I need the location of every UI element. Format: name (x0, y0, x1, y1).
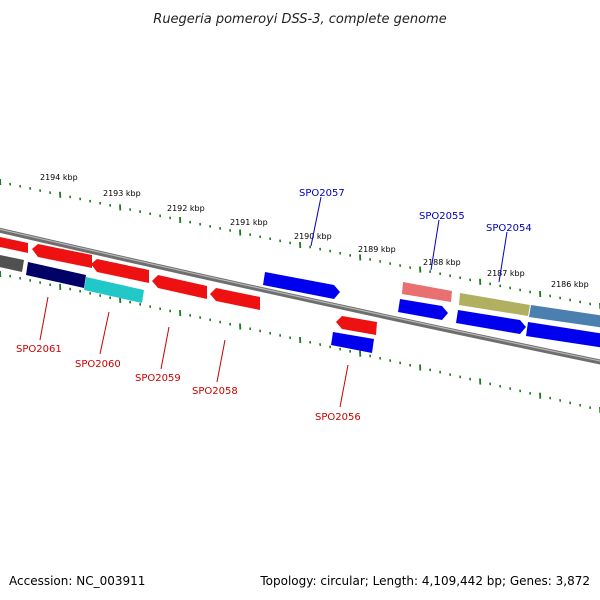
gene-spo2060[interactable]: SPO2060 (75, 277, 144, 370)
scale-label: 2187 kbp (487, 269, 525, 278)
genome-backbone-highlight (0, 228, 600, 362)
gene-feature[interactable] (0, 236, 28, 253)
gene-spo2061[interactable]: SPO2061 (16, 262, 86, 355)
outer-scale-ticks (0, 178, 600, 310)
gene-feature[interactable] (402, 282, 452, 302)
gene-feature[interactable] (91, 259, 149, 283)
scale-label: 2194 kbp (40, 173, 78, 182)
gene-feature[interactable] (0, 254, 24, 272)
scale-label: 2186 kbp (551, 280, 589, 289)
scale-label: 2191 kbp (230, 218, 268, 227)
scale-label: 2188 kbp (423, 258, 461, 267)
gene-label-spo2057: SPO2057 (299, 188, 345, 199)
topology-text: Topology: circular; Length: 4,109,442 bp… (260, 574, 590, 588)
gene-feature[interactable] (529, 305, 600, 328)
gene-spo2054[interactable]: SPO2054 (456, 223, 532, 334)
genome-backbone (0, 227, 600, 365)
map-title: Ruegeria pomeroyi DSS-3, complete genome (153, 12, 446, 27)
scale-label: 2189 kbp (358, 245, 396, 254)
gene-label-spo2056: SPO2056 (315, 412, 361, 423)
inner-scale-ticks (0, 270, 600, 414)
gene-feature[interactable] (459, 293, 530, 316)
scale-label: 2192 kbp (167, 204, 205, 213)
gene-spo2056[interactable]: SPO2056 (315, 316, 377, 423)
accession-text: Accession: NC_003911 (9, 574, 146, 588)
gene-label-spo2061: SPO2061 (16, 344, 62, 355)
gene-spo2059[interactable]: SPO2059 (135, 275, 207, 384)
gene-spo2057[interactable]: SPO2057 (263, 188, 345, 299)
gene-feature[interactable] (32, 244, 92, 268)
gene-label-spo2060: SPO2060 (75, 359, 121, 370)
gene-label-spo2058: SPO2058 (192, 386, 238, 397)
gene-spo2055[interactable]: SPO2055 (398, 211, 465, 320)
scale-label: 2193 kbp (103, 189, 141, 198)
gene-label-spo2055: SPO2055 (419, 211, 465, 222)
gene-feature[interactable] (526, 322, 600, 348)
gene-spo2058[interactable]: SPO2058 (192, 288, 260, 397)
gene-label-spo2054: SPO2054 (486, 223, 532, 234)
gene-label-spo2059: SPO2059 (135, 373, 181, 384)
